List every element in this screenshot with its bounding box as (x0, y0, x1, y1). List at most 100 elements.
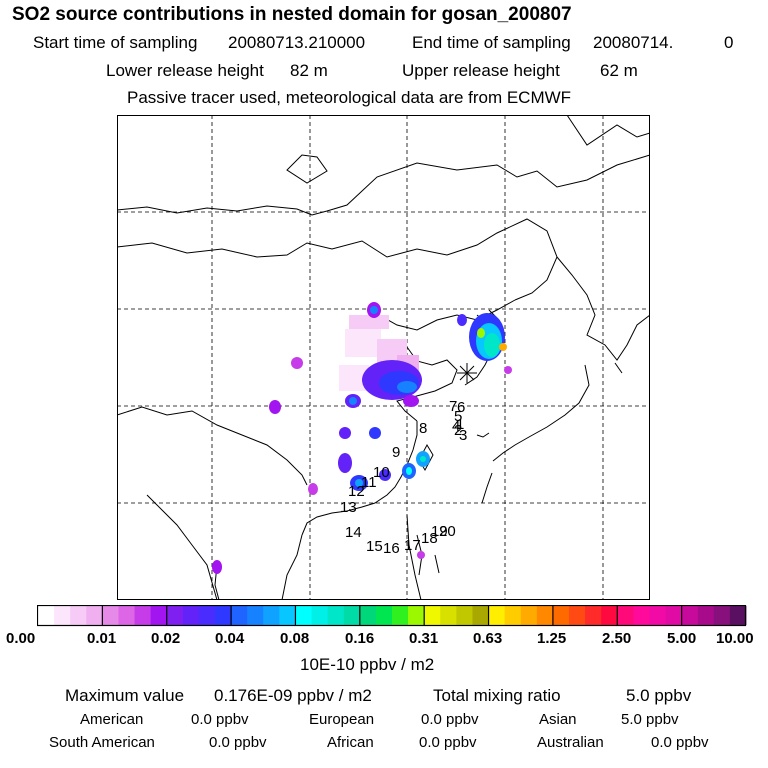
day-label: 10 (373, 464, 390, 481)
colorbar-cell (424, 606, 441, 625)
colorbar (37, 605, 747, 627)
lower-release-label: Lower release height (106, 61, 264, 80)
receptor-marker (457, 363, 477, 383)
colorbar-cell (392, 606, 409, 625)
max-value: 0.176E-09 ppbv / m2 (214, 686, 372, 705)
day-label: 3 (459, 427, 467, 444)
region-name: Asian (539, 711, 577, 728)
colorbar-frame (37, 605, 747, 627)
start-time-value: 20080713.210000 (228, 33, 366, 52)
region-name: Australian (537, 734, 604, 751)
map-frame (117, 115, 650, 600)
colorbar-cell (359, 606, 377, 625)
day-label: 7 (449, 398, 457, 415)
colorbar-cell (231, 606, 248, 625)
colorbar-cell (713, 606, 731, 625)
end-time-value: 20080714. (593, 33, 674, 52)
colorbar-cell (182, 606, 200, 625)
region-value: 0.0 ppbv (209, 734, 267, 751)
colorbar-cell (649, 606, 666, 625)
day-label: 16 (383, 540, 400, 557)
total-mixing-label: Total mixing ratio (433, 686, 561, 705)
day-label: 8 (419, 420, 427, 437)
colorbar-tick-label: 10.00 (716, 630, 754, 647)
contribution-field (212, 302, 512, 574)
colorbar-cell (601, 606, 618, 625)
day-label: 14 (345, 524, 362, 541)
colorbar-tick-label: 0.16 (345, 630, 375, 647)
colorbar-tick-label: 1.25 (537, 630, 567, 647)
upper-release-label: Upper release height (402, 61, 560, 80)
colorbar-cell (375, 606, 393, 625)
day-label: 9 (392, 444, 400, 461)
colorbar-tick-label: 0.31 (409, 630, 439, 647)
region-value: 5.0 ppbv (621, 711, 679, 728)
region-name: American (80, 711, 144, 728)
end-time-value-suffix: 0 (724, 33, 734, 52)
region-value: 0.0 ppbv (651, 734, 709, 751)
colorbar-cell (456, 606, 473, 625)
colorbar-cell (311, 606, 329, 625)
tracer-note: Passive tracer used, meteorological data… (127, 88, 572, 107)
start-time-label: Start time of sampling (33, 33, 198, 52)
colorbar-cell (118, 606, 135, 625)
colorbar-cell (279, 606, 296, 625)
colorbar-tick-label: 0.00 (6, 630, 36, 647)
colorbar-cell (617, 606, 634, 625)
colorbar-cell (150, 606, 168, 625)
colorbar-cell (665, 606, 683, 625)
colorbar-cell (729, 606, 747, 625)
region-value: 0.0 ppbv (421, 711, 479, 728)
colorbar-cell (86, 606, 103, 625)
region-name: South American (49, 734, 155, 751)
colorbar-cell (681, 606, 699, 625)
colorbar-cell (440, 606, 457, 625)
colorbar-cell (166, 606, 184, 625)
day-label: 17 (404, 537, 421, 554)
colorbar-cell (697, 606, 715, 625)
colorbar-cell (488, 606, 506, 625)
colorbar-tick-label: 2.50 (602, 630, 632, 647)
colorbar-cell (215, 606, 232, 625)
colorbar-tick-label: 0.01 (87, 630, 117, 647)
colorbar-cell (408, 606, 425, 625)
colorbar-tick-label: 0.04 (215, 630, 245, 647)
colorbar-tick-label: 0.08 (280, 630, 310, 647)
day-label: 19 (431, 523, 448, 540)
map-grid (117, 115, 650, 600)
day-label: 12 (348, 483, 365, 500)
colorbar-cell (102, 606, 119, 625)
day-label: 11 (361, 474, 377, 491)
colorbar-cell (134, 606, 152, 625)
colorbar-cell (585, 606, 602, 625)
colorbar-tick-label: 0.63 (473, 630, 503, 647)
colorbar-cell (54, 606, 71, 625)
day-label: 18 (421, 530, 438, 547)
colorbar-cell (247, 606, 264, 625)
colorbar-cell (198, 606, 216, 625)
colorbar-cell (295, 606, 312, 625)
colorbar-cell (569, 606, 586, 625)
lower-release-value: 82 m (290, 61, 328, 80)
colorbar-units: 10E-10 ppbv / m2 (300, 655, 435, 674)
map-panel: 1 2 3 4 5 6 7 8 9 10 11 12 13 14 15 16 1… (117, 115, 650, 600)
colorbar-tick-label: 5.00 (667, 630, 697, 647)
page-title: SO2 source contributions in nested domai… (12, 4, 572, 25)
colorbar-cell (536, 606, 554, 625)
colorbar-cell (343, 606, 361, 625)
day-label: 5 (454, 408, 462, 425)
colorbar-cell (633, 606, 650, 625)
colorbar-cell (520, 606, 538, 625)
max-value-label: Maximum value (65, 686, 185, 705)
day-label: 13 (340, 499, 357, 516)
day-label: 2 (454, 422, 462, 439)
day-label: 15 (366, 538, 383, 555)
colorbar-cell (504, 606, 522, 625)
day-label: 4 (452, 418, 460, 435)
upper-release-value: 62 m (600, 61, 638, 80)
colorbar-cell (70, 606, 87, 625)
day-label: 6 (457, 399, 465, 416)
region-name: European (309, 711, 375, 728)
day-labels: 1 2 3 4 5 6 7 8 9 10 11 12 13 14 15 16 1… (340, 398, 467, 557)
end-time-label: End time of sampling (412, 33, 571, 52)
